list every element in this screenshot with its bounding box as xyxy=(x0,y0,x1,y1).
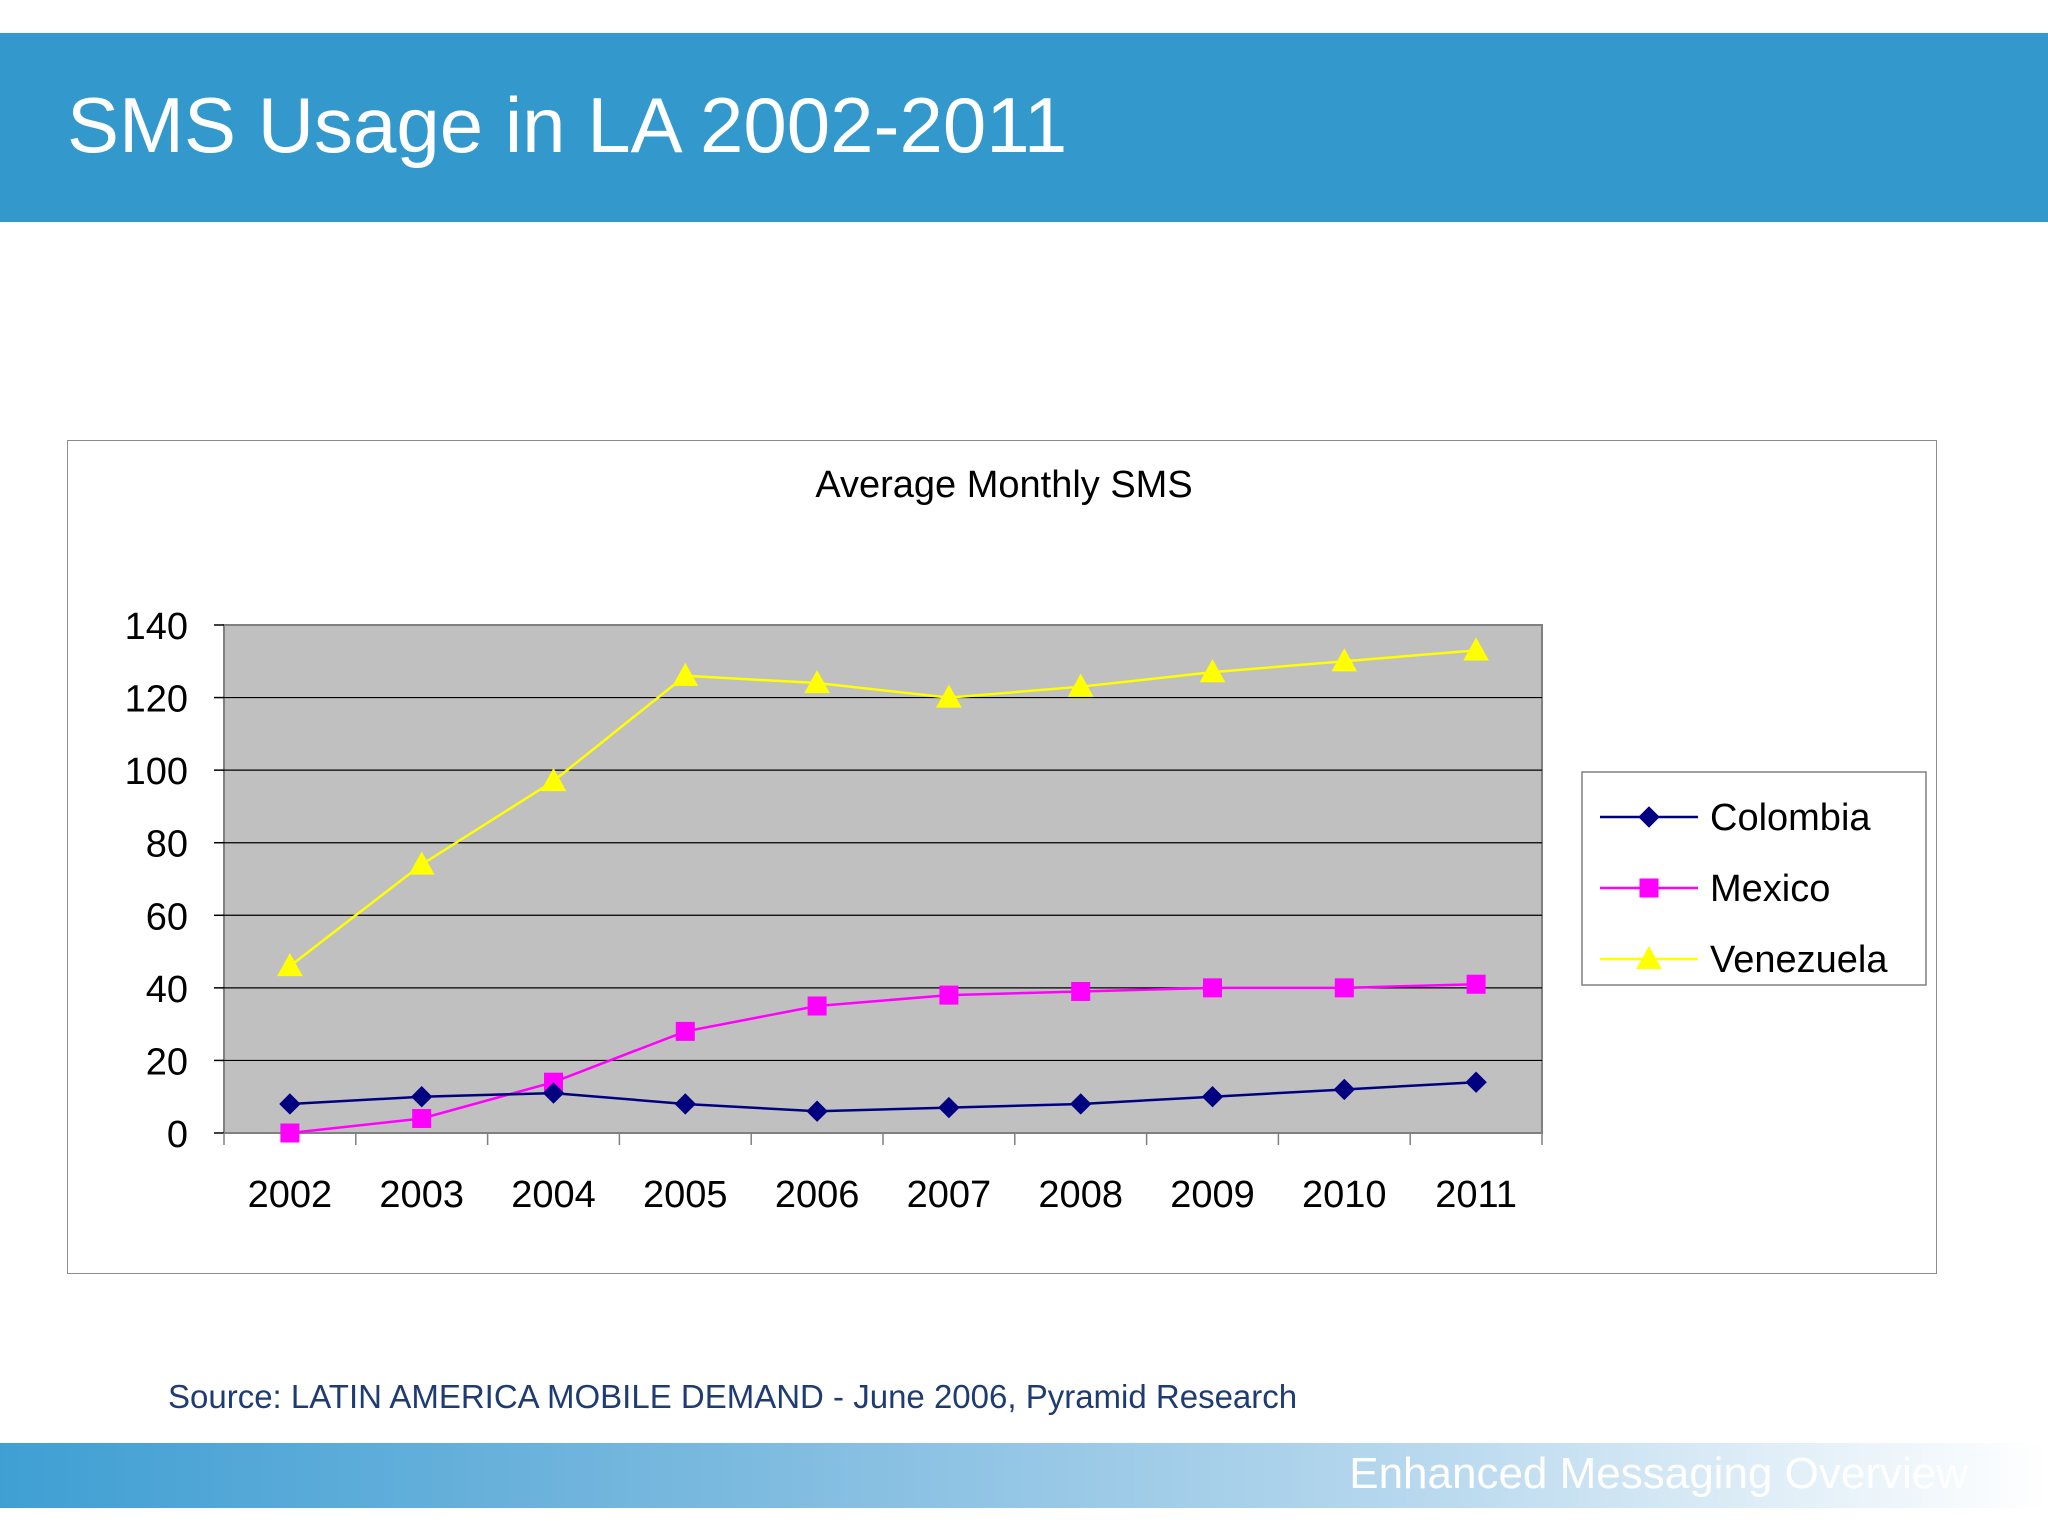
legend-label: Mexico xyxy=(1710,868,1830,910)
y-tick-label: 100 xyxy=(125,751,188,793)
data-point-venezuela xyxy=(1463,637,1489,661)
data-point-venezuela xyxy=(1199,659,1226,683)
data-point-colombia xyxy=(806,1100,828,1122)
data-point-colombia xyxy=(1465,1071,1487,1093)
header-bar xyxy=(0,33,2048,222)
legend-label: Venezuela xyxy=(1710,939,1888,981)
data-point-colombia xyxy=(542,1082,565,1104)
y-tick-label: 60 xyxy=(146,896,188,938)
data-point-venezuela xyxy=(936,684,962,708)
data-point-colombia xyxy=(1201,1086,1224,1108)
y-tick-label: 0 xyxy=(167,1114,188,1156)
legend-entry-colombia: Colombia xyxy=(1600,797,1871,839)
x-tick-label: 2008 xyxy=(1038,1174,1123,1216)
chart-title: Average Monthly SMS xyxy=(815,464,1192,506)
legend-marker-venezuela xyxy=(1636,945,1662,970)
y-tick-label: 40 xyxy=(146,969,188,1011)
data-point-mexico xyxy=(1334,978,1354,998)
chart-frame: Average Monthly SMS 0 20 40 60 80 100 120 140 20… xyxy=(67,440,1937,1274)
series-line-mexico xyxy=(289,982,1477,1135)
series-line-colombia xyxy=(289,1080,1477,1113)
data-point-mexico xyxy=(675,1021,695,1041)
data-point-colombia xyxy=(1333,1078,1356,1101)
series-layer xyxy=(277,637,1489,1143)
y-tick-label: 140 xyxy=(125,606,188,648)
x-tick-label: 2005 xyxy=(643,1174,728,1216)
legend-label: Colombia xyxy=(1710,797,1871,839)
data-point-colombia xyxy=(938,1096,960,1119)
series-colombia xyxy=(279,1071,1487,1122)
data-point-venezuela xyxy=(277,953,303,977)
gridlines xyxy=(224,696,1542,1062)
footer-bar xyxy=(0,1443,2048,1508)
legend-box xyxy=(1581,771,1927,986)
x-tick-label: 2004 xyxy=(511,1174,596,1216)
series-line-venezuela xyxy=(289,649,1477,968)
line-chart: Average Monthly SMS 0 20 40 60 80 100 120 140 20… xyxy=(125,464,1927,1216)
y-tick-label: 80 xyxy=(146,824,188,866)
data-point-colombia xyxy=(1069,1093,1092,1115)
data-point-venezuela xyxy=(672,662,699,686)
y-tick-label: 20 xyxy=(146,1041,188,1083)
legend-marker-mexico xyxy=(1639,878,1659,898)
x-tick-label: 2003 xyxy=(379,1174,464,1216)
data-point-colombia xyxy=(410,1086,433,1108)
x-tick-label: 2007 xyxy=(907,1174,992,1216)
data-point-colombia xyxy=(279,1093,301,1115)
slide-title: SMS Usage in LA 2002-2011 xyxy=(67,81,1068,169)
data-point-mexico xyxy=(939,985,959,1005)
footer-text: Enhanced Messaging Overview xyxy=(1349,1449,1968,1498)
data-point-mexico xyxy=(807,996,827,1016)
data-point-venezuela xyxy=(1331,648,1358,672)
legend-entry-venezuela: Venezuela xyxy=(1600,939,1888,981)
data-point-mexico xyxy=(1203,978,1222,998)
series-mexico xyxy=(280,974,1486,1143)
data-point-venezuela xyxy=(408,851,435,875)
data-point-venezuela xyxy=(1067,673,1094,697)
data-point-venezuela xyxy=(804,670,830,694)
data-point-mexico xyxy=(280,1123,300,1143)
source-citation: Source: LATIN AMERICA MOBILE DEMAND - Ju… xyxy=(168,1378,1298,1415)
x-tick-label: 2006 xyxy=(775,1174,860,1216)
x-tick-label: 2010 xyxy=(1302,1174,1387,1216)
x-tick-label: 2002 xyxy=(248,1174,333,1216)
legend-entry-mexico: Mexico xyxy=(1600,868,1830,910)
plot-area xyxy=(223,624,1543,1134)
series-venezuela xyxy=(277,637,1489,977)
legend: Colombia Mexico Venezuela xyxy=(1581,771,1927,986)
x-tick-label: 2011 xyxy=(1435,1174,1517,1216)
axes: 0 20 40 60 80 100 120 140 2002 2003 2004 2005 2006 20… xyxy=(125,606,1543,1216)
data-point-mexico xyxy=(1466,974,1486,994)
data-point-colombia xyxy=(674,1093,697,1115)
data-point-mexico xyxy=(412,1108,432,1128)
x-tick-label: 2009 xyxy=(1170,1174,1255,1216)
data-point-venezuela xyxy=(540,767,567,792)
data-point-mexico xyxy=(1071,981,1091,1001)
y-tick-label: 120 xyxy=(125,679,188,721)
legend-marker-colombia xyxy=(1638,806,1660,828)
